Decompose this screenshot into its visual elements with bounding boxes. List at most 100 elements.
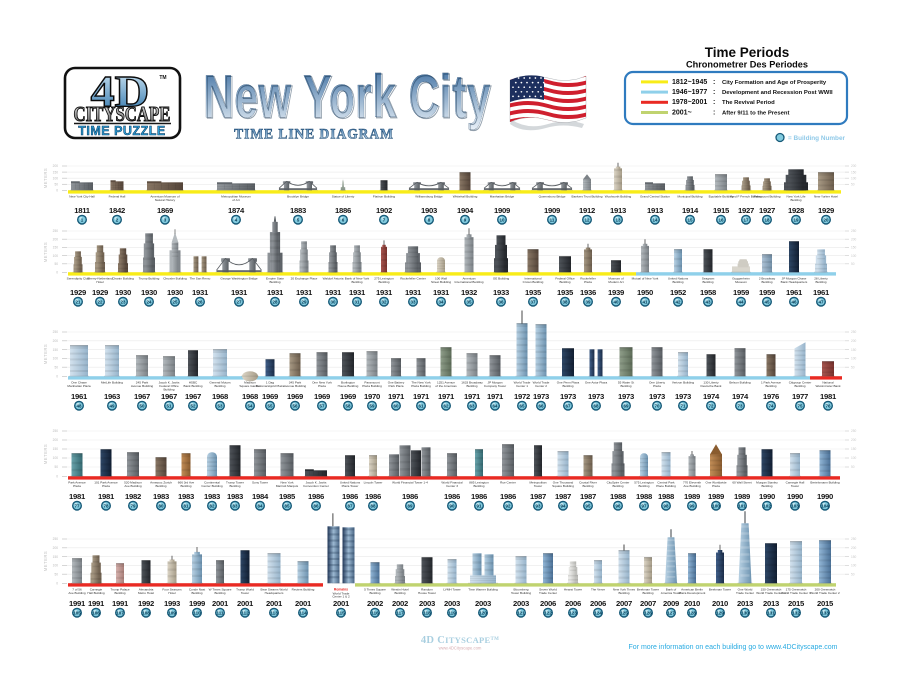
svg-text:Building: Building bbox=[473, 484, 484, 488]
svg-text:1931: 1931 bbox=[433, 288, 450, 297]
svg-text:Building: Building bbox=[114, 591, 125, 595]
svg-text:1982: 1982 bbox=[125, 492, 141, 501]
svg-text:1929: 1929 bbox=[818, 206, 834, 215]
svg-text:Waldorf Astoria: Waldorf Astoria bbox=[323, 277, 344, 281]
svg-text:129: 129 bbox=[716, 610, 724, 615]
svg-text:112: 112 bbox=[241, 610, 249, 615]
svg-text:House Building: House Building bbox=[338, 384, 359, 388]
svg-text:Tower: Tower bbox=[791, 484, 799, 488]
svg-text:76: 76 bbox=[825, 403, 831, 408]
svg-text:Brooklyn Bridge: Brooklyn Bridge bbox=[287, 195, 309, 199]
svg-text:Bank Building: Bank Building bbox=[184, 384, 203, 388]
svg-text:Alexandria: Alexandria bbox=[139, 588, 154, 592]
svg-text:Serendipity Club: Serendipity Club bbox=[67, 277, 90, 281]
svg-text:150 Greenwich: 150 Greenwich bbox=[761, 588, 782, 592]
svg-text:79: 79 bbox=[130, 503, 136, 508]
svg-text:12: 12 bbox=[584, 217, 590, 222]
svg-text:JP Morgan: JP Morgan bbox=[488, 381, 503, 385]
svg-text:Park Avenue: Park Avenue bbox=[68, 481, 86, 485]
svg-text:World Trade: World Trade bbox=[533, 381, 550, 385]
svg-text:World Trade: World Trade bbox=[333, 591, 350, 595]
svg-text:1969: 1969 bbox=[314, 392, 330, 401]
svg-text:Municipal Building: Municipal Building bbox=[678, 195, 703, 199]
svg-text:1983: 1983 bbox=[204, 492, 220, 501]
svg-text:0: 0 bbox=[56, 375, 58, 379]
svg-text:Federal Office: Federal Office bbox=[159, 384, 179, 388]
svg-text:2006: 2006 bbox=[540, 599, 556, 608]
svg-text:Trump World: Trump World bbox=[236, 588, 254, 592]
svg-text:32: 32 bbox=[381, 299, 387, 304]
svg-text:116: 116 bbox=[371, 610, 379, 615]
svg-text:4D CITYSCAPETM: 4D CITYSCAPETM bbox=[421, 635, 499, 646]
svg-text:50: 50 bbox=[54, 465, 58, 469]
svg-text:2003: 2003 bbox=[513, 599, 529, 608]
svg-text:7: 7 bbox=[383, 217, 386, 222]
svg-text:28 Liberty: 28 Liberty bbox=[814, 277, 828, 281]
svg-text:150: 150 bbox=[851, 170, 857, 174]
svg-text:American Berlin: American Berlin bbox=[681, 588, 703, 592]
svg-text:58: 58 bbox=[345, 403, 351, 408]
svg-text:1986: 1986 bbox=[471, 492, 487, 501]
svg-text:1929: 1929 bbox=[70, 288, 86, 297]
svg-text:Ave Building: Ave Building bbox=[683, 484, 700, 488]
svg-text:City Formation and Age of Pros: City Formation and Age of Prosperity bbox=[722, 80, 827, 86]
svg-text:5: 5 bbox=[297, 217, 300, 222]
svg-text:Deutsche Bank: Deutsche Bank bbox=[701, 384, 722, 388]
svg-text:Chronometrer Des Periodes: Chronometrer Des Periodes bbox=[686, 60, 808, 70]
svg-text:Westminster Bank: Westminster Bank bbox=[815, 384, 840, 388]
svg-text:House Tower: House Tower bbox=[418, 591, 436, 595]
svg-text:90: 90 bbox=[449, 503, 455, 508]
svg-text:29: 29 bbox=[301, 299, 307, 304]
svg-text:Hotel: Hotel bbox=[168, 591, 176, 595]
svg-text:78: 78 bbox=[103, 503, 109, 508]
svg-text:Center Building: Center Building bbox=[201, 484, 222, 488]
svg-text:Company Tower: Company Tower bbox=[484, 384, 506, 388]
svg-text:General Motors: General Motors bbox=[209, 381, 231, 385]
svg-text:2: 2 bbox=[116, 217, 119, 222]
svg-text::: : bbox=[713, 89, 715, 96]
svg-text::: : bbox=[713, 109, 715, 116]
svg-text:The Verve: The Verve bbox=[591, 588, 605, 592]
svg-text:57: 57 bbox=[319, 403, 325, 408]
svg-text:1811: 1811 bbox=[74, 206, 91, 215]
svg-text:2010: 2010 bbox=[684, 599, 700, 608]
svg-text:82: 82 bbox=[209, 503, 215, 508]
svg-text:1812~1945: 1812~1945 bbox=[672, 79, 707, 86]
svg-text:Street Building: Street Building bbox=[431, 280, 451, 284]
svg-text:Building: Building bbox=[582, 484, 593, 488]
svg-text:Museum of: Museum of bbox=[608, 277, 623, 281]
svg-text:0: 0 bbox=[56, 475, 58, 479]
svg-text:Rye Center: Rye Center bbox=[500, 481, 516, 485]
svg-text:Plaza: Plaza bbox=[712, 484, 720, 488]
svg-text:87: 87 bbox=[347, 503, 353, 508]
svg-text:One New York: One New York bbox=[312, 381, 332, 385]
svg-text:1981: 1981 bbox=[69, 492, 86, 501]
svg-text:1988: 1988 bbox=[636, 492, 653, 501]
svg-text:Building: Building bbox=[369, 591, 380, 595]
svg-text:Bank of: Bank of bbox=[666, 588, 677, 592]
svg-text:150: 150 bbox=[53, 170, 59, 174]
svg-text:Conde Nast: Conde Nast bbox=[189, 588, 205, 592]
svg-text:Manhattan Plaza: Manhattan Plaza bbox=[67, 384, 90, 388]
svg-text:1930: 1930 bbox=[167, 288, 183, 297]
svg-text:Carnegie: Carnegie bbox=[90, 588, 103, 592]
svg-text:1984: 1984 bbox=[252, 492, 269, 501]
svg-text:Trump Palace: Trump Palace bbox=[110, 588, 129, 592]
svg-text:60 Wall Street: 60 Wall Street bbox=[732, 481, 751, 485]
svg-text:Development and Recession Post: Development and Recession Post WWII bbox=[722, 90, 833, 96]
svg-text:100: 100 bbox=[851, 357, 857, 361]
svg-text:Natural History: Natural History bbox=[155, 198, 176, 202]
svg-text:2002: 2002 bbox=[392, 599, 408, 608]
svg-text:International Building: International Building bbox=[455, 280, 484, 284]
svg-text:50: 50 bbox=[851, 262, 855, 266]
svg-text:94: 94 bbox=[560, 503, 566, 508]
svg-text:2001: 2001 bbox=[237, 599, 254, 608]
svg-text:575 Lexington: 575 Lexington bbox=[634, 481, 654, 485]
svg-text:26: 26 bbox=[197, 299, 203, 304]
svg-text:1986: 1986 bbox=[444, 492, 460, 501]
svg-text:Plaza Tower: Plaza Tower bbox=[342, 484, 359, 488]
svg-text:132: 132 bbox=[792, 610, 800, 615]
svg-text:1967: 1967 bbox=[134, 392, 150, 401]
svg-text:Building: Building bbox=[612, 484, 623, 488]
svg-text:Center 1: Center 1 bbox=[516, 384, 528, 388]
